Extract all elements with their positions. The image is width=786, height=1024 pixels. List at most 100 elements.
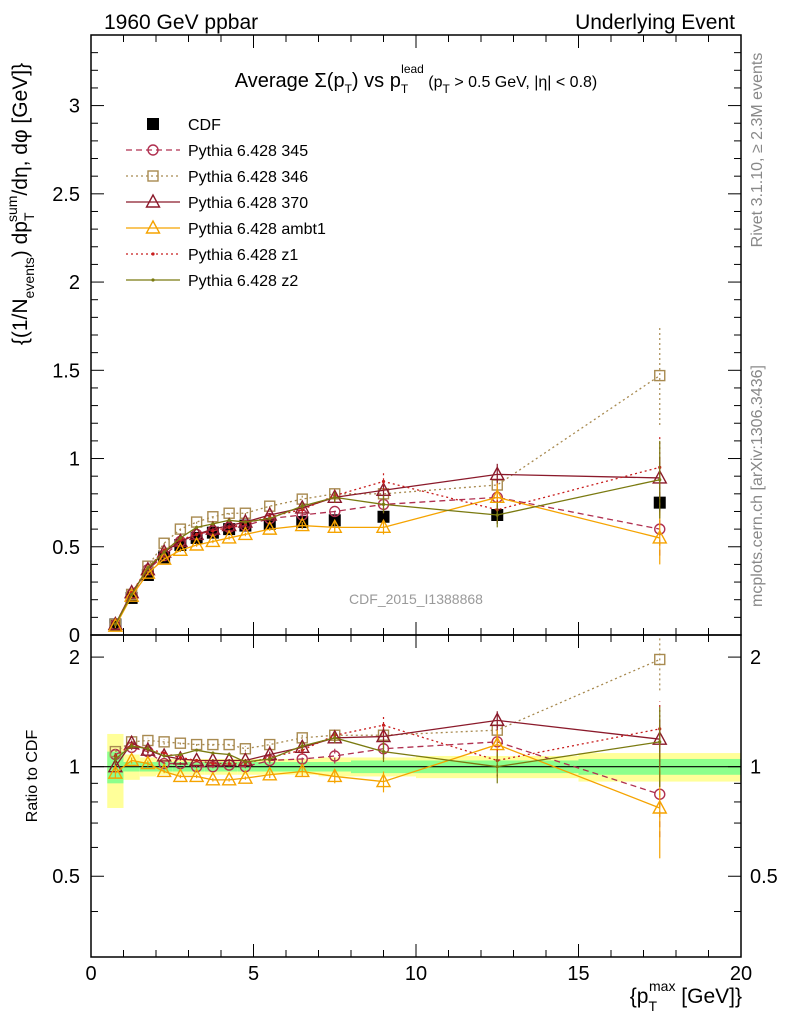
y-axis-label-ratio: Ratio to CDF [24, 730, 41, 823]
ratio-y-tick-label: 0.5 [52, 866, 80, 888]
legend-marker [151, 252, 155, 256]
data-point [107, 764, 124, 779]
data-point [495, 765, 499, 769]
data-point [327, 767, 343, 783]
data-point [654, 369, 666, 382]
data-point [211, 529, 215, 533]
data-point [227, 525, 231, 529]
legend-label: Pythia 6.428 370 [188, 195, 308, 212]
data-point [381, 723, 386, 727]
legend-item: CDF [147, 117, 221, 134]
series-line [114, 375, 661, 625]
y-tick-label: 0.5 [52, 537, 80, 559]
data-point [221, 529, 237, 544]
y-tick-label: 1.5 [52, 360, 80, 382]
legend-item: Pythia 6.428 345 [126, 143, 308, 160]
rivet-label: Rivet 3.1.10, ≥ 2.3M events [749, 53, 766, 248]
data-point [237, 752, 254, 767]
data-point [227, 518, 231, 522]
ratio-y-tick-label: 2 [69, 647, 80, 669]
legend-marker [147, 144, 159, 156]
data-point [195, 525, 199, 529]
x-tick-label: 10 [405, 963, 427, 985]
data-point [489, 465, 505, 481]
legend-label: CDF [188, 117, 221, 134]
data-point [142, 734, 154, 747]
data-point [211, 522, 215, 526]
x-tick-label: 15 [567, 963, 589, 985]
data-point [195, 532, 199, 537]
data-point [652, 529, 668, 544]
data-point [140, 755, 156, 770]
data-point [178, 752, 182, 757]
data-point [237, 525, 254, 541]
data-point [221, 752, 237, 767]
data-point [221, 771, 237, 786]
data-point [158, 757, 170, 770]
data-point [329, 750, 341, 762]
data-point [156, 543, 172, 558]
series-pythia-6-428-z2 [113, 706, 662, 787]
legend-item: Pythia 6.428 370 [126, 193, 308, 212]
data-point [327, 518, 343, 534]
x-tick-label: 5 [248, 963, 259, 985]
chart-title: Average Σ(pT) vs pTlead (pT > 0.5 GeV, |… [235, 62, 598, 96]
data-point [178, 536, 182, 540]
data-point [207, 738, 219, 751]
data-point [158, 537, 170, 549]
data-point [174, 737, 187, 749]
data-point [243, 520, 247, 524]
x-axis-label: {pTmax [GeV]} [630, 978, 742, 1014]
y-tick-label: 0 [69, 625, 80, 647]
data-point [381, 502, 386, 507]
ratio-y-tick-label: 1 [69, 757, 80, 779]
data-point [375, 773, 392, 788]
series-pythia-6-428-346 [109, 326, 666, 631]
data-point [227, 761, 231, 766]
data-point [123, 752, 140, 767]
data-point [158, 736, 170, 748]
legend-item: Pythia 6.428 ambt1 [126, 219, 326, 238]
data-point [188, 752, 205, 767]
legend-item: Pythia 6.428 z1 [126, 247, 298, 264]
data-point [205, 752, 221, 767]
x-tick-label: 20 [730, 963, 752, 985]
data-point [652, 799, 668, 814]
ratio-y-tick-label-right: 1 [750, 757, 761, 779]
data-point [162, 754, 166, 758]
y-tick-label: 1 [69, 449, 80, 471]
legend-label: Pythia 6.428 345 [188, 143, 308, 160]
data-point [658, 478, 662, 482]
data-point [329, 505, 341, 518]
axis-ticks [90, 34, 742, 957]
data-point [130, 592, 134, 597]
data-point [375, 518, 392, 534]
data-point [262, 766, 278, 781]
main-plot-series [107, 326, 668, 632]
legend-label: Pythia 6.428 z2 [188, 273, 298, 290]
data-point [381, 750, 386, 754]
data-point [243, 760, 247, 764]
data-point [195, 758, 199, 763]
legend-marker [147, 170, 159, 182]
data-point [146, 566, 150, 570]
data-point [156, 550, 172, 565]
series-pythia-6-428-z2 [113, 440, 662, 627]
data-point [237, 769, 254, 784]
data-point [146, 747, 150, 751]
data-point [658, 740, 662, 744]
data-point [113, 757, 117, 761]
data-point [375, 481, 392, 496]
series-cdf [109, 492, 666, 631]
data-point [188, 767, 205, 783]
data-point [162, 751, 166, 755]
legend-item: Pythia 6.428 346 [126, 169, 308, 186]
data-point [211, 751, 215, 755]
ratio-y-tick-label-right: 0.5 [750, 866, 778, 888]
data-point [264, 738, 276, 751]
data-point [178, 755, 182, 760]
data-point [262, 520, 278, 535]
data-point [107, 615, 124, 631]
data-point [268, 516, 272, 521]
data-point [377, 510, 390, 523]
